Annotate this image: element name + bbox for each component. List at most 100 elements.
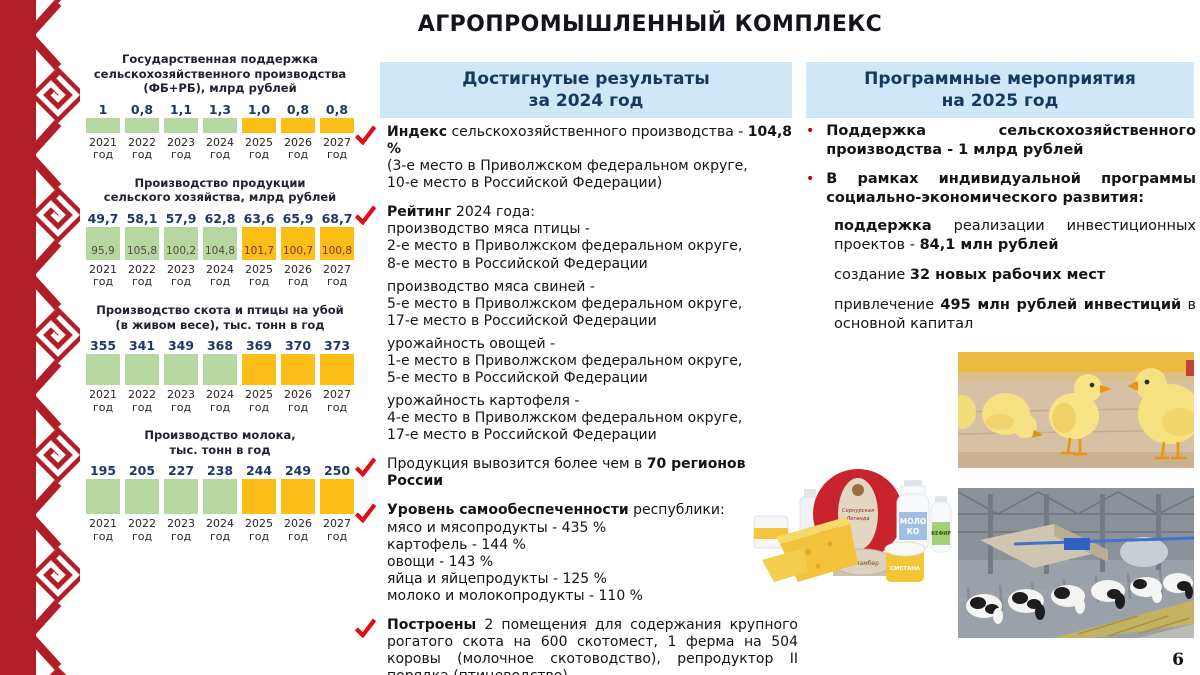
bar-category-label: 2023 год xyxy=(167,517,195,543)
bar-value-label: 244 xyxy=(245,463,273,479)
bar-inner-label: 100,8 xyxy=(321,244,353,257)
bar-category-label: 2023 год xyxy=(167,387,195,414)
chuvash-ornament-border xyxy=(0,0,80,675)
bold-text: Уровень самообеспеченности xyxy=(387,502,629,519)
bar-inner-label: 104,8 xyxy=(204,244,236,257)
text: 17-е место в Российской Федерации xyxy=(387,427,657,444)
text: 17-е место в Российской Федерации xyxy=(387,312,657,329)
bar xyxy=(203,354,237,385)
bar-value-label: 62,8 xyxy=(204,210,236,226)
bar-column: 58,1 105,8 2022 год xyxy=(125,211,159,289)
bar-value-label: 205 xyxy=(128,463,156,479)
bar-value-label: 355 xyxy=(89,338,117,354)
text: производство мяса птицы - xyxy=(387,221,590,238)
bar xyxy=(203,117,237,133)
program-list: • Поддержка сельскохозяйственного произво… xyxy=(806,122,1196,345)
bar-value-label: 249 xyxy=(284,463,312,479)
bar-inner-label: 101,7 xyxy=(243,244,275,257)
bar-value-label: 368 xyxy=(206,338,234,354)
bold-text: 104,8 % xyxy=(387,124,793,158)
bar-inner-label: 105,8 xyxy=(126,244,158,257)
result-item-5: Построены 2 помещения для содержания кру… xyxy=(354,617,798,675)
page-number: 6 xyxy=(1172,650,1184,670)
bar-column: 238 2024 год xyxy=(203,463,237,543)
cattle-barn-photo-art xyxy=(958,488,1194,638)
chart-title: Производство скота и птицы на убой (в жив… xyxy=(96,302,344,332)
bold-text: Построены xyxy=(387,616,477,633)
bar-category-label: 2026 год xyxy=(284,387,312,414)
check-icon xyxy=(354,125,377,145)
smetana-label: СМЕТАНА xyxy=(890,566,921,572)
bar-value-label: 250 xyxy=(323,463,351,479)
bar-column: 349 2023 год xyxy=(164,338,198,414)
kefir-label: КЕФИР xyxy=(931,531,951,537)
bar-column: 369 2025 год xyxy=(242,338,276,414)
bar-category-label: 2021 год xyxy=(89,262,117,289)
bar-column: 63,6 101,7 2025 год xyxy=(242,211,276,289)
bar-column: 57,9 100,2 2023 год xyxy=(164,211,198,289)
camembert-label: Камамбер xyxy=(847,560,879,567)
bar: 100,8 xyxy=(320,226,354,260)
result-item-text: Построены 2 помещения для содержания кру… xyxy=(387,617,798,675)
bold-text: поддержка xyxy=(834,218,932,235)
bar-column: 0,8 2022 год xyxy=(125,102,159,162)
bar-category-label: 2027 год xyxy=(323,262,351,289)
program-header-band: Программные мероприятия на 2025 год xyxy=(806,62,1194,118)
text: (3-е место в Приволжском федеральном окр… xyxy=(387,158,748,175)
bold-text: 32 новых рабочих мест xyxy=(909,267,1106,284)
text: мясо и мясопродукты - 435 % xyxy=(387,519,607,536)
bar xyxy=(125,479,159,515)
result-item-text: Продукция вывозится более чем в 70 регио… xyxy=(387,456,798,490)
result-item-1: Индекс сельскохозяйственного производств… xyxy=(354,124,798,192)
bar-column: 1,0 2025 год xyxy=(242,102,276,162)
bar xyxy=(281,479,315,515)
text: привлечение xyxy=(834,296,941,313)
bar-column: 227 2023 год xyxy=(164,463,198,543)
chart-bars: 195 2021 год 205 2022 год 227 2023 год 238 2024 год… xyxy=(86,463,354,543)
bar-column: 1,3 2024 год xyxy=(203,102,237,162)
check-icon xyxy=(354,205,377,226)
bar-inner-label: 95,9 xyxy=(91,244,115,257)
bar-category-label: 2021 год xyxy=(89,387,117,414)
text: Продукция вывозится более чем в xyxy=(387,456,647,473)
bar-column: 1 2021 год xyxy=(86,102,120,162)
bar-category-label: 2024 год xyxy=(206,135,234,162)
bar-category-label: 2027 год xyxy=(323,517,351,543)
chart-title: Производство продукции сельского хозяйств… xyxy=(103,175,337,205)
bar xyxy=(125,354,159,385)
bar-value-label: 1,1 xyxy=(169,101,193,117)
program-paragraph-2: создание 32 новых рабочих мест xyxy=(834,266,1196,285)
bar xyxy=(281,117,315,133)
bar xyxy=(203,479,237,515)
bar-category-label: 2023 год xyxy=(167,135,195,162)
bar-column: 250 2027 год xyxy=(320,463,354,543)
milk-label-line2: КО xyxy=(907,527,920,536)
bar-value-label: 195 xyxy=(89,463,117,479)
bar-value-label: 1,0 xyxy=(247,101,271,117)
bar-category-label: 2025 год xyxy=(245,387,273,414)
bar-value-label: 0,8 xyxy=(130,101,154,117)
cheese-wheel-label-line2: Легенда xyxy=(845,516,869,522)
bar-category-label: 2024 год xyxy=(206,517,234,543)
bar-value-label: 349 xyxy=(167,338,195,354)
result-item-2: Рейтинг 2024 года: производство мяса птиц… xyxy=(354,204,798,444)
chart-title: Государственная поддержка сельскохозяйств… xyxy=(93,52,347,96)
chart-4: Производство молока, тыс. тонн в год 195 20… xyxy=(86,428,354,543)
text: овощи - 143 % xyxy=(387,553,494,570)
bar-value-label: 57,9 xyxy=(165,210,197,226)
bar-value-label: 1,3 xyxy=(208,101,232,117)
bar-value-label: 63,6 xyxy=(243,210,275,226)
text: молоко и молокопродукты - 110 % xyxy=(387,587,643,604)
bar: 105,8 xyxy=(125,226,159,260)
bar-column: 368 2024 год xyxy=(203,338,237,414)
bar-category-label: 2025 год xyxy=(245,262,273,289)
chart-2: Производство продукции сельского хозяйств… xyxy=(86,176,354,289)
bar-column: 244 2025 год xyxy=(242,463,276,543)
bar-category-label: 2022 год xyxy=(128,262,156,289)
results-header-band: Достигнутые результаты за 2024 год xyxy=(380,62,792,118)
bar-value-label: 49,7 xyxy=(87,210,119,226)
text: республики: xyxy=(628,502,725,519)
bar-value-label: 0,8 xyxy=(325,101,349,117)
bar-category-label: 2025 год xyxy=(245,517,273,543)
bar xyxy=(125,117,159,133)
